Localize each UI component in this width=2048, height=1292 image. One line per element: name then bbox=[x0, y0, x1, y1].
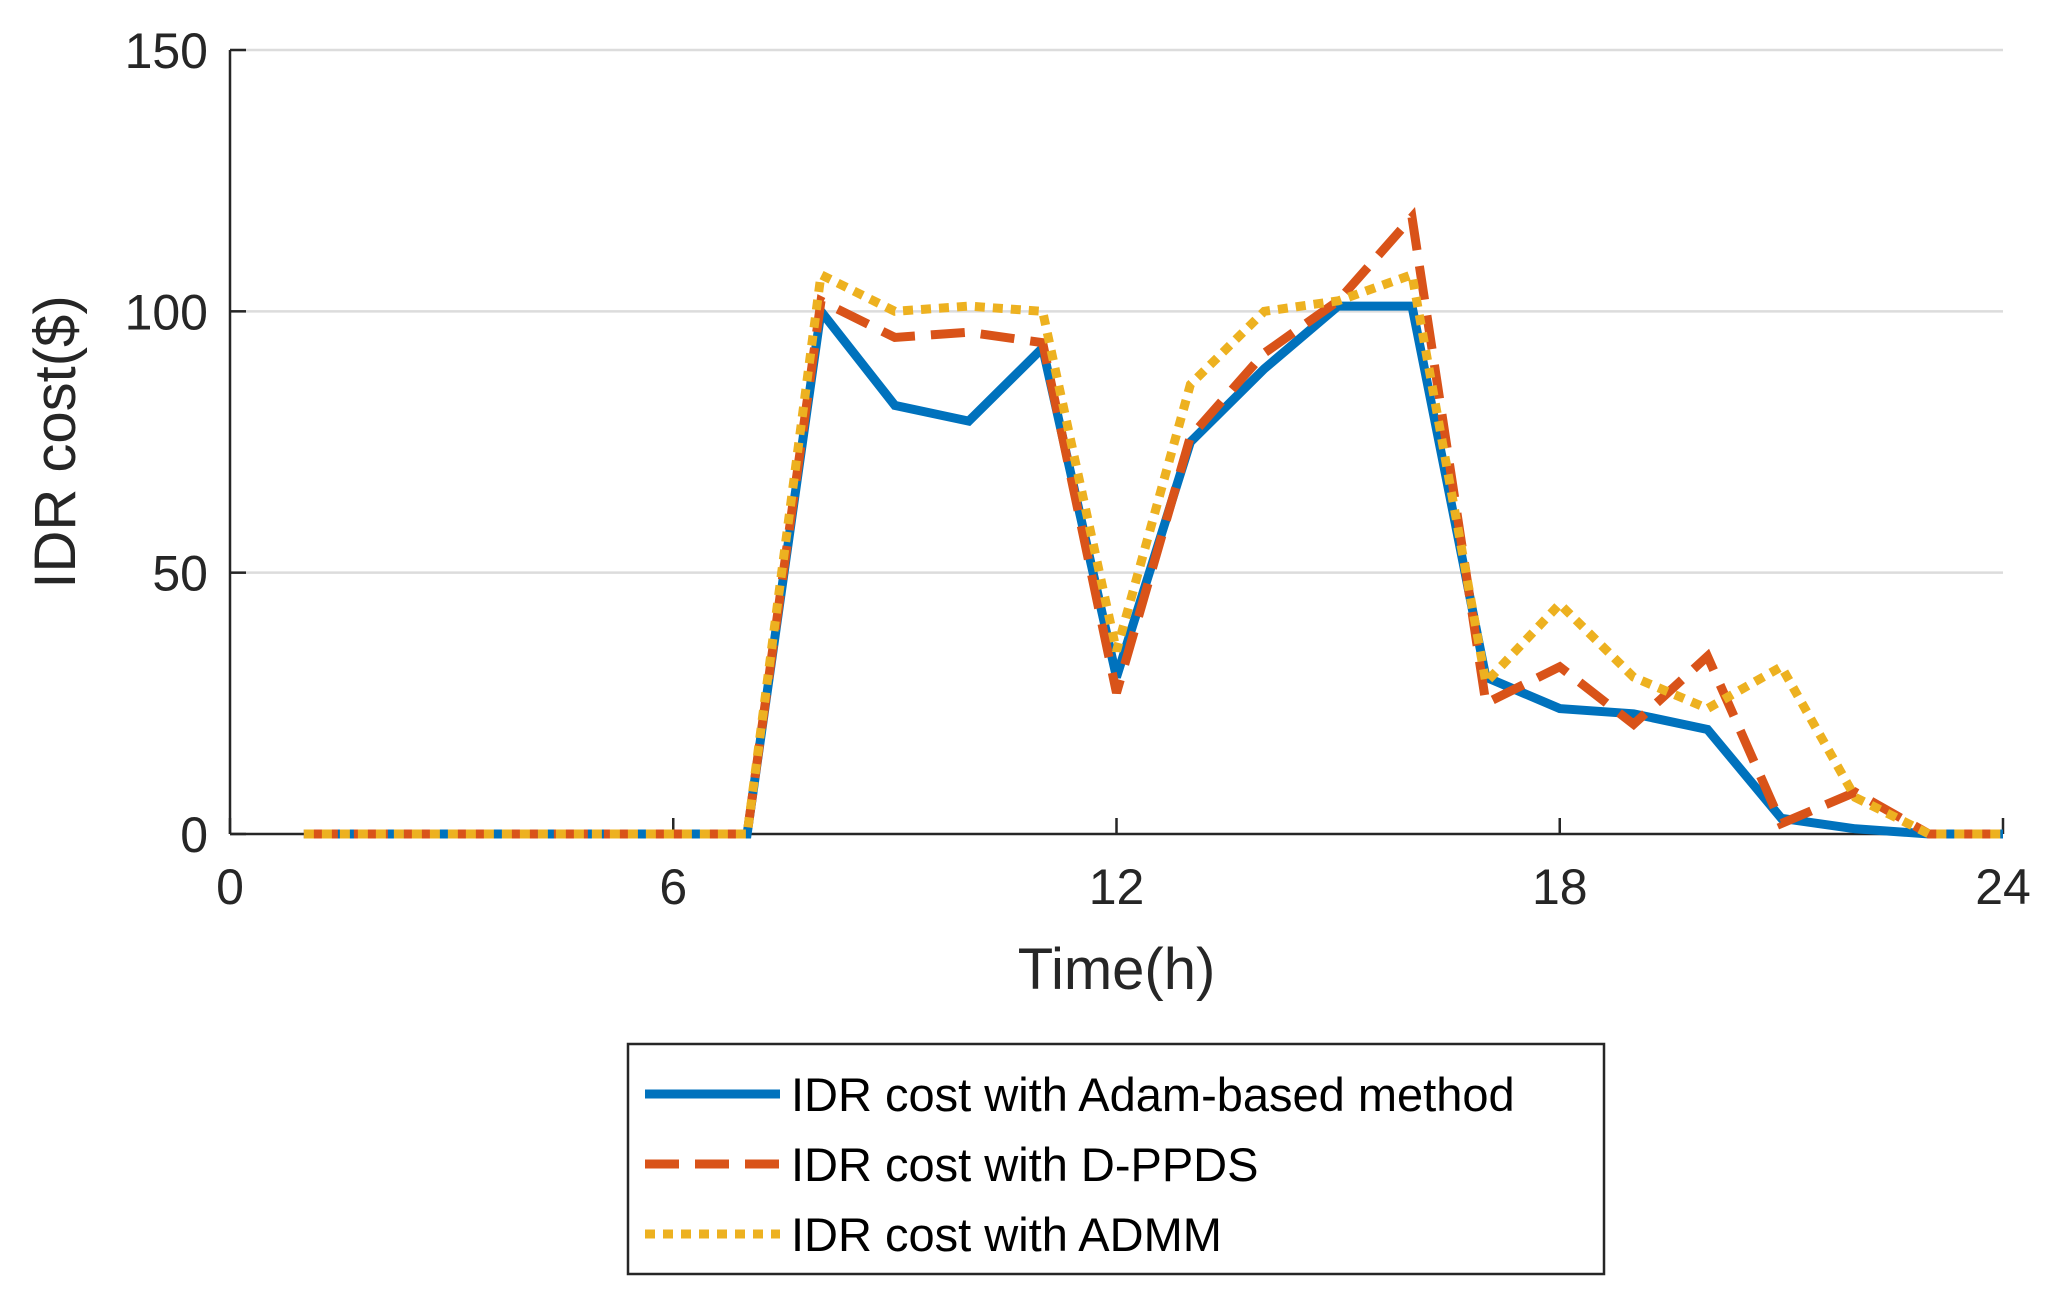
y-axis-title: IDR cost($) bbox=[23, 295, 88, 588]
y-tick-label-0: 0 bbox=[180, 807, 208, 863]
series-lines bbox=[303, 207, 2003, 839]
tick-labels: 0 6 12 18 24 0 50 100 150 bbox=[125, 23, 2031, 915]
legend-label-2: IDR cost with D-PPDS bbox=[791, 1138, 1258, 1191]
x-axis-title: Time(h) bbox=[1018, 937, 1216, 1002]
legend-label-3: IDR cost with ADMM bbox=[791, 1208, 1222, 1261]
legend: IDR cost with Adam-based method IDR cost … bbox=[626, 1042, 1606, 1276]
x-tick-label-12: 12 bbox=[1089, 859, 1145, 915]
legend-box bbox=[626, 1042, 1606, 1276]
y-gridlines bbox=[230, 48, 2003, 574]
series-line-2 bbox=[303, 207, 2003, 839]
x-tick-label-6: 6 bbox=[659, 859, 687, 915]
y-tick-label-50: 50 bbox=[152, 546, 208, 602]
x-tick-label-0: 0 bbox=[216, 859, 244, 915]
x-tick-label-18: 18 bbox=[1532, 859, 1588, 915]
y-tick-label-100: 100 bbox=[125, 284, 208, 340]
y-tick-label-150: 150 bbox=[125, 23, 208, 79]
legend-label-1: IDR cost with Adam-based method bbox=[791, 1068, 1515, 1121]
x-tick-label-24: 24 bbox=[1975, 859, 2031, 915]
